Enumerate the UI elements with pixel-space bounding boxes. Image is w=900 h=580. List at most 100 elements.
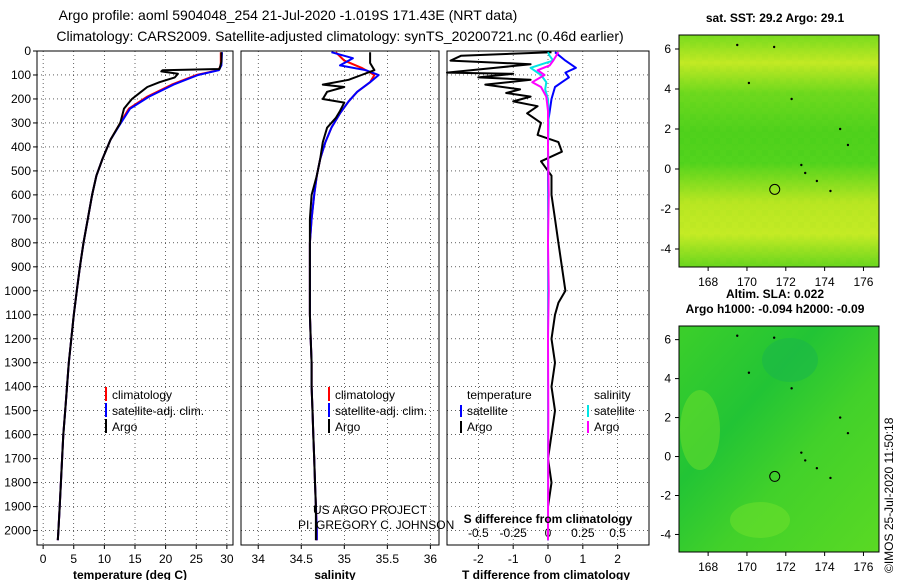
x-tick-label: 0 <box>545 552 552 566</box>
salinity-legend: climatology satellite-adj. clim. Argo <box>328 387 427 434</box>
island-outlines <box>736 334 850 480</box>
island-dot <box>790 387 793 390</box>
argo-location-marker <box>769 183 781 195</box>
y-tick-label: 800 <box>11 236 31 250</box>
sla-latitude-ticks: 6 4 2 0 -2 -4 <box>660 333 679 541</box>
imos-timestamp: ©IMOS 25-Jul-2020 11:50:18 <box>882 417 896 573</box>
t-difference-axis-ticks: -2 -1 0 1 2 <box>473 545 621 566</box>
sst-longitude-ticks: 168 170 172 174 176 <box>698 267 874 289</box>
island-dot <box>829 476 832 480</box>
island-dot <box>800 451 803 454</box>
difference-lines <box>446 51 577 541</box>
y-tick-label: 1000 <box>4 284 31 298</box>
salinity-x-label: salinity <box>314 568 356 580</box>
x-tick-label: 35 <box>338 552 352 566</box>
sla-map-title-2: Argo h1000: -0.094 h2000: -0.09 <box>686 302 865 316</box>
x-tick-label: 30 <box>220 552 234 566</box>
legend-satellite-label: satellite-adj. clim. <box>335 404 427 418</box>
y-tick-label: 1500 <box>4 404 31 418</box>
lon-tick-label: 176 <box>853 275 873 289</box>
legend-argo-label: Argo <box>335 420 361 434</box>
island-dot <box>846 143 850 147</box>
y-tick-label: 1600 <box>4 428 31 442</box>
legend-t-argo-label: Argo <box>467 420 493 434</box>
salinity-lines <box>308 51 380 541</box>
legend-climatology-label: climatology <box>335 388 395 402</box>
x-tick-label: 25 <box>190 552 204 566</box>
x-tick-label: 0 <box>40 552 47 566</box>
lon-tick-label: 170 <box>737 560 757 574</box>
y-tick-label: 400 <box>11 140 31 154</box>
legend-t-satellite-label: satellite <box>467 404 508 418</box>
salinity-axis-ticks: 34 34.5 35 35.5 36 <box>252 545 438 566</box>
lon-tick-label: 174 <box>815 275 835 289</box>
sst-map-title: sat. SST: 29.2 Argo: 29.1 <box>706 11 845 25</box>
lat-tick-label: 2 <box>664 411 671 425</box>
lon-tick-label: 170 <box>737 275 757 289</box>
t-difference-x-label: T difference from climatology <box>462 568 630 580</box>
lon-tick-label: 172 <box>776 560 796 574</box>
sla-map-frame <box>678 325 880 553</box>
island-dot <box>747 81 751 85</box>
y-tick-label: 1300 <box>4 356 31 370</box>
y-tick-label: 200 <box>11 92 31 106</box>
s-difference-x-label: S difference from climatology <box>464 512 633 526</box>
lon-tick-label: 174 <box>815 560 835 574</box>
y-tick-label: 600 <box>11 188 31 202</box>
legend-s-argo-label: Argo <box>594 420 620 434</box>
lat-tick-label: 6 <box>664 42 671 56</box>
y-tick-label: 1800 <box>4 476 31 490</box>
y-tick-label: 1100 <box>5 308 31 322</box>
island-dot <box>736 334 739 337</box>
x-tick-label: 36 <box>424 552 438 566</box>
sst-latitude-ticks: 6 4 2 0 -2 -4 <box>660 42 679 256</box>
lat-tick-label: -4 <box>660 527 671 541</box>
island-dot <box>747 371 751 374</box>
legend-temperature-title: temperature <box>467 388 532 402</box>
legend-satellite-label: satellite-adj. clim. <box>112 404 204 418</box>
s-difference-axis-ticks: -0.5 -0.25 0 0.25 0.5 <box>468 526 626 540</box>
temperature-panel-frame <box>36 50 234 546</box>
s-tick-label: -0.25 <box>499 526 527 540</box>
x-tick-label: -1 <box>508 552 519 566</box>
island-dot <box>838 127 842 131</box>
figure-title-line1: Argo profile: aoml 5904048_254 21-Jul-20… <box>59 7 518 23</box>
x-tick-label: 20 <box>159 552 173 566</box>
lat-tick-label: -2 <box>660 489 671 503</box>
y-tick-label: 1900 <box>4 500 31 514</box>
temperature-axis-ticks: 0 5 10 15 20 25 30 <box>40 545 234 566</box>
y-tick-label: 500 <box>11 164 31 178</box>
y-tick-label: 2000 <box>4 524 31 538</box>
island-dot <box>736 43 739 47</box>
x-tick-label: -2 <box>473 552 484 566</box>
depth-axis-ticks: 0 100 200 300 400 500 600 700 800 900 1000 1100 1200… <box>4 44 37 538</box>
island-dot <box>846 431 850 435</box>
y-tick-label: 1200 <box>4 332 31 346</box>
credit-project: US ARGO PROJECT <box>313 503 428 517</box>
x-tick-label: 10 <box>98 552 112 566</box>
s-tick-label: 0.25 <box>571 526 595 540</box>
salinity-panel: 34 34.5 35 35.5 36 climatology satellite-adj… <box>240 50 454 580</box>
y-tick-label: 1700 <box>4 452 31 466</box>
salinity-panel-frame <box>240 50 440 546</box>
series-line-argo <box>308 52 376 541</box>
island-outlines <box>736 43 850 193</box>
island-dot <box>790 97 793 101</box>
lat-tick-label: 4 <box>664 372 671 386</box>
x-tick-label: 34.5 <box>290 552 314 566</box>
series-line-salinity-argo <box>531 51 560 541</box>
sla-map-title-1: Altim. SLA: 0.022 <box>726 287 824 301</box>
temperature-panel: 0100200300400500600700800900100011001200… <box>4 44 234 580</box>
figure-title-line2: Climatology: CARS2009. Satellite-adjuste… <box>56 28 623 44</box>
s-tick-label: -0.5 <box>468 526 489 540</box>
island-dot <box>829 189 832 193</box>
credit-pi: PI: GREGORY C. JOHNSON <box>298 518 454 532</box>
series-line-temperature-argo <box>446 51 567 541</box>
sst-map-frame <box>678 34 880 268</box>
y-tick-label: 100 <box>11 68 31 82</box>
island-dot <box>800 163 803 167</box>
argo-location-marker <box>769 470 781 482</box>
sla-low-patch <box>680 390 720 470</box>
temperature-legend: climatology satellite-adj. clim. Argo <box>105 387 204 434</box>
lon-tick-label: 168 <box>698 560 718 574</box>
